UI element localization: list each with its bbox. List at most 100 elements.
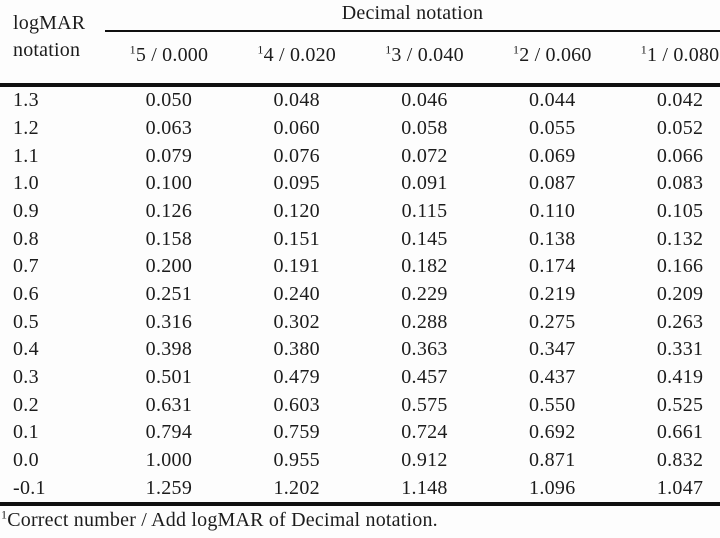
decimal-value-cell: 0.380	[273, 338, 320, 361]
decimal-value-cell: 1.202	[273, 476, 320, 499]
decimal-value-cell: 0.069	[529, 144, 576, 167]
decimal-value-cell: 0.871	[529, 449, 576, 472]
table-row: 0.4 0.398 0.380 0.363 0.347 0.331	[0, 336, 720, 364]
decimal-value-cell: 0.229	[401, 283, 448, 306]
group-header-underline	[105, 30, 720, 32]
decimal-value-cell: 0.058	[401, 117, 448, 139]
logmar-value: 1.0	[13, 172, 39, 195]
table-row: 0.1 0.794 0.759 0.724 0.692 0.661	[0, 419, 720, 447]
decimal-value-cell: 0.050	[145, 89, 193, 112]
table-row: 0.6 0.251 0.240 0.229 0.219 0.209	[0, 281, 720, 309]
logmar-value: 0.1	[13, 421, 39, 444]
decimal-value-cell: 0.060	[273, 117, 320, 139]
column-header-superscript: 1	[129, 42, 136, 57]
table-row: 0.5 0.316 0.302 0.288 0.275 0.263	[0, 308, 720, 336]
table-row: 0.9 0.126 0.120 0.115 0.110 0.105	[0, 198, 720, 226]
decimal-value-cell: 0.759	[273, 421, 320, 444]
decimal-value-cell: 0.066	[656, 144, 704, 167]
decimal-value-cell: 0.200	[145, 255, 193, 278]
decimal-value-cell: 1.148	[401, 476, 448, 499]
decimal-value-cell: 0.126	[145, 200, 193, 223]
decimal-value-cell: 0.251	[145, 283, 193, 306]
decimal-value-cell: 0.100	[145, 172, 193, 195]
decimal-value-cell: 0.063	[145, 117, 193, 139]
logmar-value: 0.3	[13, 366, 39, 389]
column-header: 14 / 0.020	[257, 42, 336, 66]
decimal-value-cell: 0.105	[656, 200, 704, 223]
decimal-value-cell: 0.661	[656, 421, 704, 444]
table-row: -0.1 1.259 1.202 1.148 1.096 1.047	[0, 474, 720, 502]
decimal-value-cell: 0.316	[145, 310, 193, 333]
table-row: 0.2 0.631 0.603 0.575 0.550 0.525	[0, 391, 720, 419]
footnote-superscript: 1	[1, 507, 8, 522]
decimal-value-cell: 0.048	[273, 89, 320, 112]
decimal-value-cell: 0.044	[529, 89, 576, 112]
table-row: 1.0 0.100 0.095 0.091 0.087 0.083	[0, 170, 720, 198]
decimal-value-cell: 0.166	[656, 255, 704, 278]
logmar-column-header: logMAR notation	[13, 12, 86, 61]
decimal-notation-group: Decimal notation 15 / 0.000 14 / 0.020 13 …	[105, 0, 720, 83]
decimal-value-cell: 0.120	[273, 200, 320, 223]
logmar-value: 1.3	[13, 89, 39, 112]
decimal-value-cell: 0.079	[145, 144, 193, 167]
decimal-value-cell: 0.158	[145, 227, 193, 250]
decimal-value-cell: 0.575	[401, 393, 448, 416]
decimal-value-cell: 0.076	[273, 144, 320, 167]
decimal-value-cell: 0.955	[273, 449, 320, 472]
column-header-superscript: 1	[257, 42, 264, 57]
decimal-value-cell: 1.096	[529, 476, 576, 499]
column-header-superscript: 1	[640, 42, 647, 57]
table-footnote: 1Correct number / Add logMAR of Decimal …	[1, 507, 438, 532]
footnote-text: Correct number / Add logMAR of Decimal n…	[7, 509, 438, 531]
decimal-value-cell: 0.042	[656, 89, 704, 112]
decimal-value-cell: 0.631	[145, 393, 193, 416]
logmar-value: -0.1	[13, 476, 46, 499]
decimal-value-cell: 0.275	[529, 310, 576, 333]
decimal-value-cell: 0.145	[401, 227, 448, 250]
logmar-value: 0.5	[13, 310, 39, 333]
decimal-value-cell: 0.479	[273, 366, 320, 389]
decimal-value-cell: 0.794	[145, 421, 193, 444]
decimal-group-header: Decimal notation	[341, 2, 484, 24]
decimal-value-cell: 1.259	[145, 476, 193, 499]
decimal-value-cell: 0.550	[529, 393, 576, 416]
decimal-value-cell: 0.692	[529, 421, 576, 444]
decimal-value-cell: 1.047	[656, 476, 704, 499]
logmar-value: 0.7	[13, 255, 39, 278]
decimal-value-cell: 0.331	[656, 338, 704, 361]
decimal-value-cell: 0.091	[401, 172, 448, 195]
decimal-value-cell: 0.138	[529, 227, 576, 250]
decimal-value-cell: 0.832	[656, 449, 704, 472]
table-body: 1.3 0.050 0.048 0.046 0.044 0.042 1.2 0.063 0.06…	[0, 87, 720, 502]
decimal-value-cell: 0.457	[401, 366, 448, 389]
decimal-value-cell: 0.398	[145, 338, 193, 361]
logmar-value: 0.6	[13, 283, 39, 306]
decimal-value-cell: 0.501	[145, 366, 193, 389]
decimal-value-cell: 0.263	[656, 310, 704, 333]
logmar-value: 0.0	[13, 449, 39, 472]
column-header-row: 15 / 0.000 14 / 0.020 13 / 0.040 12 / 0.060…	[105, 42, 720, 67]
decimal-value-cell: 0.174	[529, 255, 576, 278]
table-row: 0.3 0.501 0.479 0.457 0.437 0.419	[0, 364, 720, 392]
decimal-value-cell: 0.055	[529, 117, 576, 139]
decimal-value-cell: 0.110	[529, 200, 576, 223]
table-row: 0.7 0.200 0.191 0.182 0.174 0.166	[0, 253, 720, 281]
decimal-value-cell: 0.302	[273, 310, 320, 333]
decimal-value-cell: 0.095	[273, 172, 320, 195]
column-header: 12 / 0.060	[513, 42, 592, 66]
decimal-value-cell: 0.219	[529, 283, 576, 306]
decimal-value-cell: 0.046	[401, 89, 448, 112]
decimal-value-cell: 0.363	[401, 338, 448, 361]
decimal-value-cell: 0.191	[273, 255, 320, 278]
logmar-value: 1.2	[13, 117, 39, 139]
logmar-value: 0.4	[13, 338, 39, 361]
table-row: 0.8 0.158 0.151 0.145 0.138 0.132	[0, 225, 720, 253]
table-top-rule	[0, 83, 720, 87]
decimal-value-cell: 0.182	[401, 255, 448, 278]
decimal-value-cell: 0.724	[401, 421, 448, 444]
column-header: 13 / 0.040	[385, 42, 464, 66]
column-header: 15 / 0.000	[129, 42, 209, 66]
decimal-value-cell: 0.115	[401, 200, 448, 223]
decimal-value-cell: 0.240	[273, 283, 320, 306]
